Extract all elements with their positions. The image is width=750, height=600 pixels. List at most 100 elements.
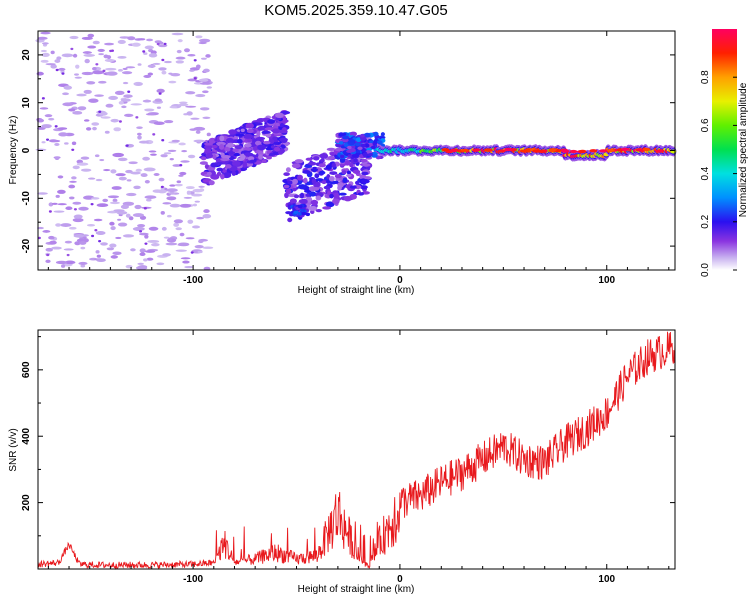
- spectrogram-cell: [73, 214, 83, 219]
- spectrogram-cell: [309, 192, 316, 197]
- spectrogram-cell: [299, 198, 308, 205]
- spectrogram-cell: [334, 173, 342, 179]
- spectrogram-cell: [156, 262, 165, 266]
- spectrogram-cell: [57, 203, 67, 206]
- spectrogram-cell: [136, 126, 143, 130]
- spectrogram-cell: [303, 177, 308, 184]
- spectrogram-cell: [183, 48, 190, 53]
- spectrogram-cell: [266, 155, 272, 160]
- spectrogram-cell: [117, 222, 128, 227]
- spectrogram-cell: [42, 230, 51, 233]
- spectrogram-cell: [228, 129, 237, 135]
- spectrogram-cell: [334, 147, 343, 152]
- spectrogram-cell: [198, 240, 204, 244]
- spectrogram-cell: [271, 128, 281, 134]
- spectrogram-cell: [120, 98, 131, 102]
- spectrogram-cell: [117, 218, 122, 221]
- spectrogram-cell: [74, 76, 83, 79]
- spectrogram-cell: [80, 264, 86, 268]
- spectrogram-cell: [195, 93, 206, 98]
- spectrogram-cell: [130, 103, 142, 106]
- spectrogram-cell: [55, 223, 62, 227]
- spectrogram-cell: [80, 168, 92, 172]
- spectrogram-cell: [108, 210, 116, 214]
- spectrogram-cell: [73, 208, 77, 211]
- spectrogram-cell: [307, 161, 317, 166]
- spectrogram-cell: [224, 164, 232, 169]
- spectrogram-cell: [323, 185, 331, 190]
- spectrogram-cell: [87, 33, 95, 38]
- spectrogram-cell: [110, 169, 117, 174]
- spectrogram-cell: [283, 184, 290, 189]
- spectrogram-cell: [203, 68, 210, 73]
- spectrogram-y-tick-label: 0: [21, 147, 32, 153]
- spectrogram-cell: [106, 247, 115, 251]
- spectrogram-cell: [86, 81, 96, 85]
- spectrogram-cell: [198, 78, 209, 82]
- spectrogram-cell: [220, 157, 230, 162]
- spectrogram-cell: [135, 265, 148, 270]
- spectrogram-cell: [156, 106, 162, 109]
- spectrogram-cell: [173, 219, 184, 224]
- spectrogram-cell: [184, 265, 194, 269]
- spectrogram-cell: [203, 266, 211, 271]
- spectrogram-cell: [144, 242, 148, 245]
- spectrogram-cell: [78, 206, 89, 211]
- spectrogram-cell: [71, 141, 77, 146]
- spectrogram-cell: [175, 249, 188, 252]
- spectrogram-cell: [292, 187, 297, 192]
- spectrogram-cell: [342, 177, 348, 184]
- spectrogram-cell: [319, 153, 329, 159]
- spectrogram-cell: [158, 41, 164, 45]
- spectrogram-cell: [355, 180, 360, 185]
- spectrogram-cell: [226, 137, 234, 144]
- spectrogram-cell: [220, 173, 225, 180]
- spectrogram-cell: [245, 138, 253, 143]
- spectrogram-cell: [198, 41, 207, 45]
- spectrogram-cell: [334, 180, 339, 184]
- spectrogram-cell: [117, 157, 128, 162]
- spectrogram-cell: [287, 217, 293, 223]
- spectrogram-cell: [185, 237, 195, 240]
- spectrogram-cell: [76, 93, 87, 97]
- spectrogram-cell: [293, 194, 299, 199]
- spectrogram-cell: [58, 132, 68, 137]
- spectrogram-cell: [68, 184, 76, 189]
- spectrogram-cell: [302, 170, 311, 174]
- spectrogram-x-label: Height of straight line (km): [298, 285, 415, 296]
- spectrogram-cell: [655, 149, 664, 153]
- spectrogram-cell: [132, 226, 145, 231]
- spectrogram-cell: [145, 113, 156, 116]
- spectrogram-cell: [54, 156, 60, 161]
- spectrogram-cell: [195, 35, 203, 39]
- spectrogram-cell: [96, 203, 109, 208]
- spectrogram-cell: [166, 196, 177, 201]
- spectrogram-cell: [146, 257, 154, 261]
- spectrogram-cell: [198, 185, 205, 188]
- spectrogram-cell: [285, 167, 291, 173]
- spectrogram-cell: [80, 246, 86, 250]
- spectrogram-cell: [151, 243, 160, 247]
- spectrogram-cell: [126, 192, 137, 197]
- spectrogram-cell: [199, 107, 210, 111]
- spectrogram-cell: [202, 246, 214, 249]
- spectrogram-cell: [124, 113, 134, 117]
- spectrogram-cell: [204, 144, 213, 150]
- spectrogram-cell: [106, 71, 118, 76]
- spectrogram-cell: [370, 145, 376, 150]
- spectrogram-cell: [61, 264, 66, 268]
- spectrogram-cell: [305, 157, 313, 161]
- snr-frame: [37, 329, 676, 570]
- spectrogram-cell: [163, 236, 170, 239]
- spectrogram-cell: [362, 152, 368, 158]
- spectrogram-cell: [294, 159, 304, 164]
- spectrogram-cell: [158, 177, 165, 182]
- spectrogram-cell: [161, 226, 167, 231]
- spectrogram-cell: [208, 180, 215, 186]
- spectrogram-cell: [86, 127, 92, 131]
- spectrogram-cell: [182, 260, 190, 264]
- spectrogram-cell: [75, 64, 80, 69]
- spectrogram-cell: [144, 180, 150, 184]
- spectrogram-cell: [589, 149, 598, 153]
- spectrogram-cell: [48, 235, 55, 240]
